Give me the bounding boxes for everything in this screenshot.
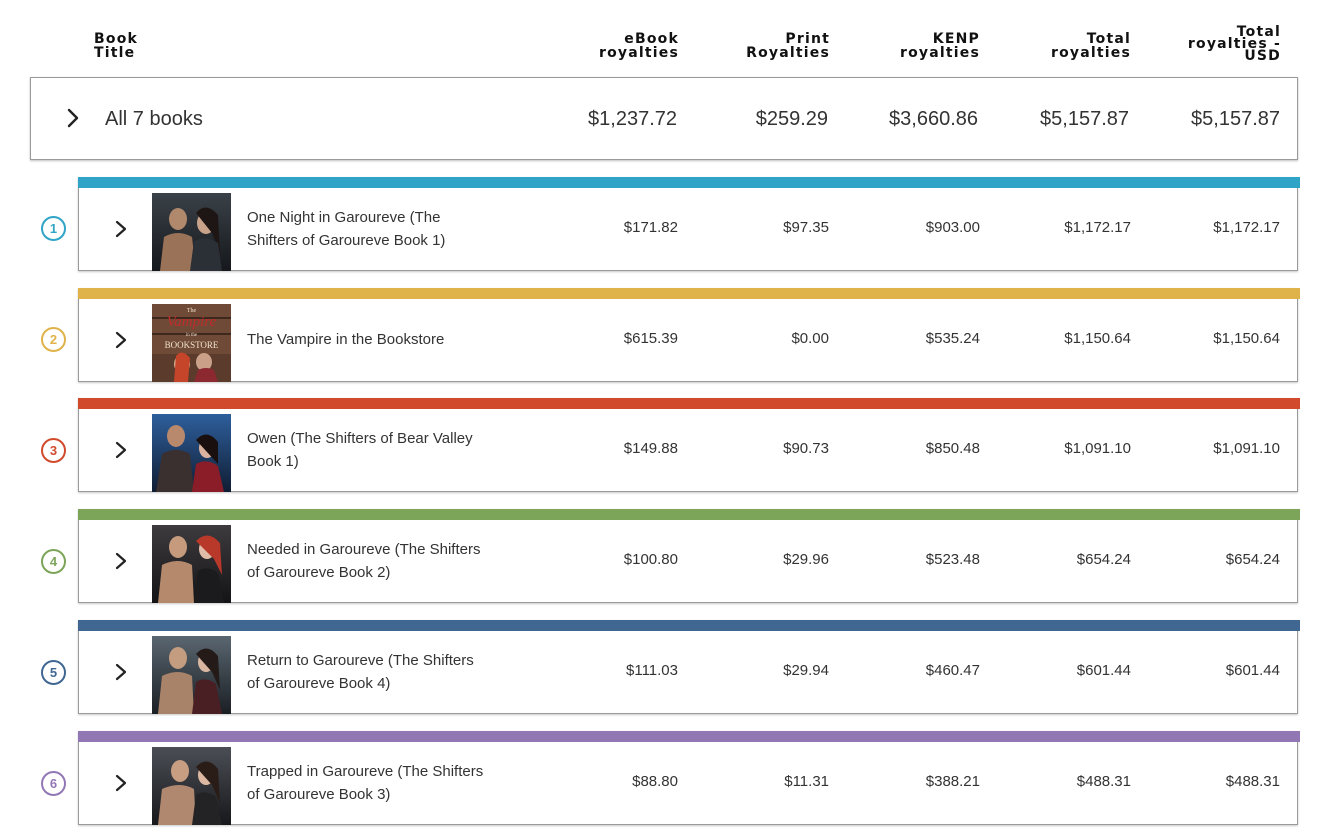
book-color-bar <box>78 177 1300 188</box>
book-row-6[interactable]: 6 Trapped in Garoureve (The Shifters of … <box>0 731 1317 825</box>
book-ebook-royalties: $100.80 <box>623 551 678 568</box>
book-total-royalties-usd: $654.24 <box>1225 551 1280 568</box>
header-kenp-royalties: KENP royalties <box>899 31 980 61</box>
book-total-royalties-usd: $1,172.17 <box>1213 219 1280 236</box>
book-rank-badge: 3 <box>41 438 66 463</box>
book-rank-badge: 2 <box>41 327 66 352</box>
book-rank-badge: 1 <box>41 216 66 241</box>
book-total-royalties: $488.31 <box>1076 773 1131 790</box>
book-total-royalties-usd: $1,150.64 <box>1213 330 1280 347</box>
chevron-right-icon[interactable] <box>114 330 128 350</box>
book-cover-image <box>152 414 231 492</box>
book-title: Needed in Garoureve (The Shifters of Gar… <box>247 541 481 581</box>
summary-print-royalties: $259.29 <box>755 108 828 130</box>
summary-ebook-royalties: $1,237.72 <box>588 108 677 130</box>
book-total-royalties: $1,172.17 <box>1064 219 1131 236</box>
book-color-bar <box>78 731 1300 742</box>
chevron-right-icon[interactable] <box>114 551 128 571</box>
chevron-right-icon[interactable] <box>114 219 128 239</box>
book-total-royalties: $654.24 <box>1076 551 1131 568</box>
book-color-bar <box>78 509 1300 520</box>
book-rank-badge: 5 <box>41 660 66 685</box>
book-cover-image <box>152 747 231 825</box>
svg-text:Vampire: Vampire <box>167 314 217 330</box>
summary-kenp-royalties: $3,660.86 <box>889 108 978 130</box>
book-rank-badge: 4 <box>41 549 66 574</box>
book-total-royalties-usd: $601.44 <box>1225 662 1280 679</box>
book-title: Trapped in Garoureve (The Shifters of Ga… <box>247 763 484 803</box>
book-total-royalties: $1,091.10 <box>1064 440 1131 457</box>
book-kenp-royalties: $460.47 <box>925 662 980 679</box>
book-ebook-royalties: $171.82 <box>623 219 678 236</box>
book-card[interactable]: Needed in Garoureve (The Shifters of Gar… <box>78 509 1300 603</box>
book-cover-image <box>152 525 231 603</box>
book-total-royalties-usd: $488.31 <box>1225 773 1280 790</box>
book-card[interactable]: The Vampire in the BOOKSTORE The Vampire… <box>78 288 1300 382</box>
book-color-bar <box>78 620 1300 631</box>
header-ebook-royalties: eBook royalties <box>598 31 679 61</box>
book-print-royalties: $90.73 <box>783 440 829 457</box>
chevron-right-icon[interactable] <box>114 662 128 682</box>
book-title: Return to Garoureve (The Shifters of Gar… <box>247 652 474 692</box>
book-ebook-royalties: $88.80 <box>632 773 678 790</box>
header-print-royalties: Print Royalties <box>746 31 830 61</box>
table-header: Book Title eBook royalties Print Royalti… <box>0 0 1317 74</box>
book-total-royalties-usd: $1,091.10 <box>1213 440 1280 457</box>
book-color-bar <box>78 288 1300 299</box>
book-kenp-royalties: $850.48 <box>925 440 980 457</box>
book-ebook-royalties: $149.88 <box>623 440 678 457</box>
book-card[interactable]: One Night in Garoureve (The Shifters of … <box>78 177 1300 271</box>
book-kenp-royalties: $535.24 <box>925 330 980 347</box>
book-title: Owen (The Shifters of Bear Valley Book 1… <box>247 430 473 470</box>
book-cover-image <box>152 193 231 271</box>
book-color-bar <box>78 398 1300 409</box>
header-book-title: Book Title <box>94 31 139 61</box>
book-print-royalties: $0.00 <box>791 330 829 347</box>
summary-row-all-books[interactable]: All 7 books $1,237.72 $259.29 $3,660.86 … <box>30 77 1298 160</box>
book-print-royalties: $97.35 <box>783 219 829 236</box>
svg-text:in the: in the <box>186 333 198 338</box>
book-row-5[interactable]: 5 Return to Garoureve (The Shifters of G… <box>0 620 1317 714</box>
summary-total-royalties-usd: $5,157.87 <box>1191 108 1280 130</box>
book-row-4[interactable]: 4 Needed in Garoureve (The Shifters of G… <box>0 509 1317 603</box>
book-kenp-royalties: $903.00 <box>925 219 980 236</box>
summary-label: All 7 books <box>105 108 203 130</box>
chevron-right-icon[interactable] <box>114 773 128 793</box>
book-card[interactable]: Return to Garoureve (The Shifters of Gar… <box>78 620 1300 714</box>
header-total-royalties: Total royalties <box>1050 31 1131 61</box>
svg-text:BOOKSTORE: BOOKSTORE <box>165 340 219 350</box>
book-print-royalties: $11.31 <box>784 773 829 790</box>
book-kenp-royalties: $388.21 <box>925 773 980 790</box>
book-ebook-royalties: $111.03 <box>626 662 678 679</box>
chevron-right-icon[interactable] <box>114 440 128 460</box>
summary-total-royalties: $5,157.87 <box>1040 108 1129 130</box>
book-total-royalties: $601.44 <box>1076 662 1131 679</box>
header-total-royalties-usd: Total royalties - USD <box>1187 24 1281 64</box>
book-row-3[interactable]: 3 Owen (The Shifters of Bear Valley Book… <box>0 398 1317 492</box>
book-card[interactable]: Owen (The Shifters of Bear Valley Book 1… <box>78 398 1300 492</box>
book-title: One Night in Garoureve (The Shifters of … <box>247 209 446 249</box>
book-print-royalties: $29.96 <box>783 551 829 568</box>
book-cover-image <box>152 636 231 714</box>
book-row-2[interactable]: 2 The Vampire in the BOOKSTORE <box>0 288 1317 382</box>
book-ebook-royalties: $615.39 <box>623 330 678 347</box>
book-kenp-royalties: $523.48 <box>925 551 980 568</box>
book-card[interactable]: Trapped in Garoureve (The Shifters of Ga… <box>78 731 1300 825</box>
svg-text:The: The <box>187 308 197 314</box>
book-row-1[interactable]: 1 One Night in Garoureve (The Shifters o… <box>0 177 1317 271</box>
book-cover-image: The Vampire in the BOOKSTORE <box>152 304 231 382</box>
book-print-royalties: $29.94 <box>783 662 829 679</box>
book-rank-badge: 6 <box>41 771 66 796</box>
book-title: The Vampire in the Bookstore <box>247 331 445 348</box>
book-total-royalties: $1,150.64 <box>1064 330 1131 347</box>
chevron-right-icon[interactable] <box>65 107 81 129</box>
